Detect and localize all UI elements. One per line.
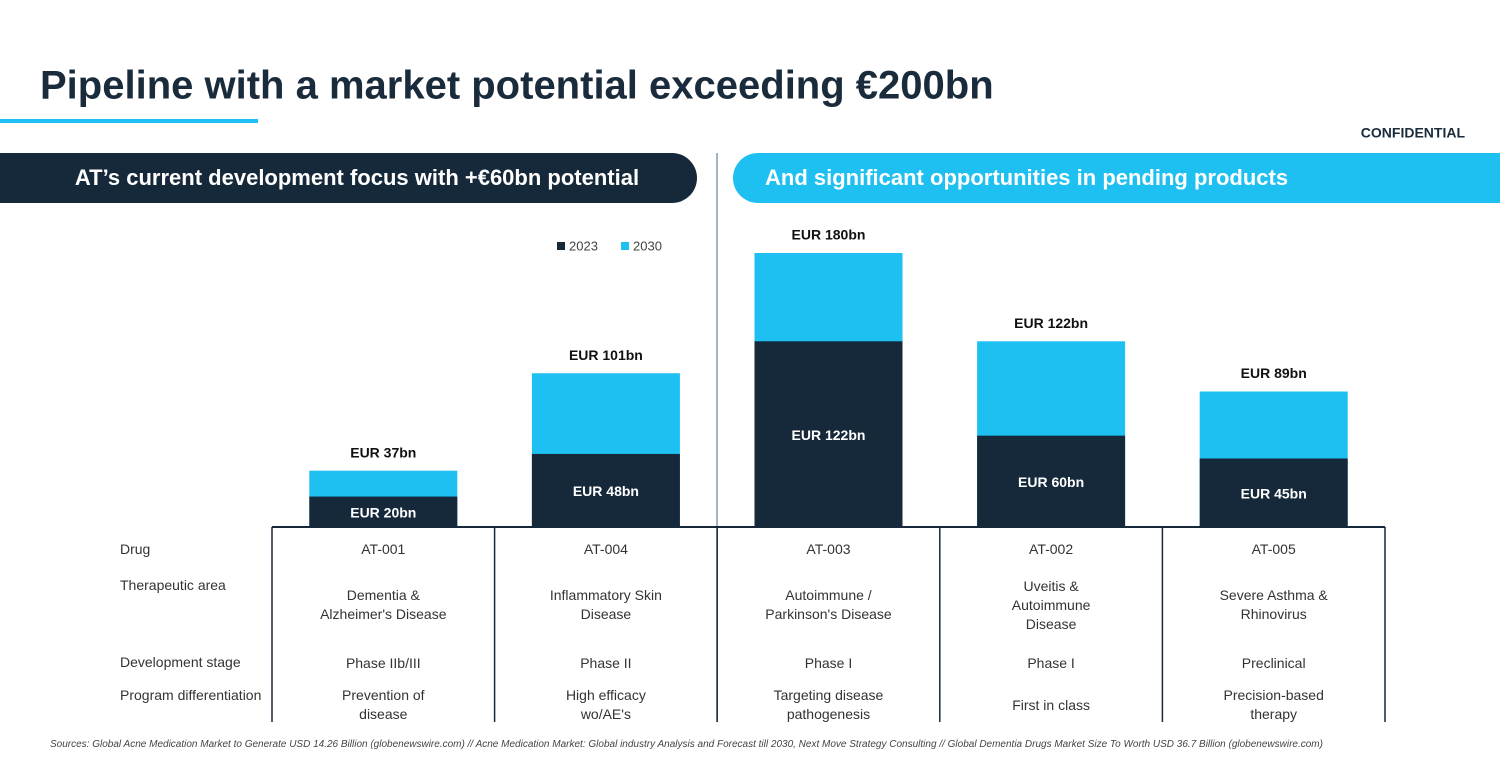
right-banner-text: And significant opportunities in pending… [765, 165, 1288, 190]
bar [754, 341, 903, 527]
right-banner [733, 153, 1500, 203]
drug-name: AT-004 [583, 541, 628, 557]
bar [309, 496, 458, 527]
table-cell: Precision-based therapy [1223, 687, 1324, 722]
title: Pipeline with a market potential exceedi… [40, 64, 994, 108]
table-cell: Preclinical [1241, 654, 1306, 671]
value-label: EUR 101bn [569, 347, 643, 363]
title-underline [0, 119, 258, 123]
value-label: EUR 48bn [573, 483, 639, 499]
legend-label: 2023 [569, 238, 598, 253]
legend-swatch [621, 242, 629, 250]
table-cell: Severe Asthma & Rhinovirus [1219, 587, 1328, 622]
value-label: EUR 45bn [1241, 485, 1307, 501]
table-cell: Prevention of disease [342, 687, 425, 722]
table-cell: Inflammatory Skin Disease [549, 587, 662, 622]
value-label: EUR 122bn [792, 427, 866, 443]
bar [1199, 458, 1348, 527]
legend-label: 2030 [633, 238, 662, 253]
value-label: EUR 37bn [350, 444, 416, 460]
left-banner-text: AT’s current development focus with +€60… [75, 165, 639, 190]
value-label: EUR 180bn [792, 227, 866, 243]
table-cell: Phase II [580, 654, 632, 671]
value-label: EUR 89bn [1241, 365, 1307, 381]
drug-name: AT-005 [1251, 541, 1296, 557]
value-label: EUR 20bn [350, 504, 416, 520]
table-cell: Phase IIb/III [345, 654, 421, 671]
value-label: EUR 122bn [1014, 315, 1088, 331]
table-cell: Autoimmune / Parkinson's Disease [765, 587, 892, 622]
value-label: EUR 60bn [1018, 474, 1084, 490]
table-cell: First in class [1012, 696, 1090, 713]
bar [531, 453, 680, 527]
drug-name: AT-001 [361, 541, 406, 557]
left-banner [0, 153, 697, 203]
row-label: Therapeutic area [120, 577, 226, 593]
table-cell: Phase I [804, 654, 853, 671]
table-cell: High efficacy wo/AE's [565, 687, 646, 722]
table-cell: Targeting disease pathogenesis [773, 687, 884, 722]
table-cell: Dementia & Alzheimer's Disease [320, 587, 447, 622]
drug-name: AT-002 [1029, 541, 1074, 557]
row-label: Program differentiation [120, 687, 262, 703]
bar [977, 435, 1126, 527]
confidential: CONFIDENTIAL [1361, 125, 1466, 141]
drug-name: AT-003 [806, 541, 851, 557]
table-cell: Uveitis & Autoimmune Disease [1011, 577, 1091, 632]
row-label: Drug [120, 541, 151, 557]
legend-swatch [557, 242, 565, 250]
table-cell: Phase I [1027, 654, 1075, 671]
sources: Sources: Global Acne Medication Market t… [50, 739, 1323, 750]
row-label: Development stage [120, 654, 241, 670]
